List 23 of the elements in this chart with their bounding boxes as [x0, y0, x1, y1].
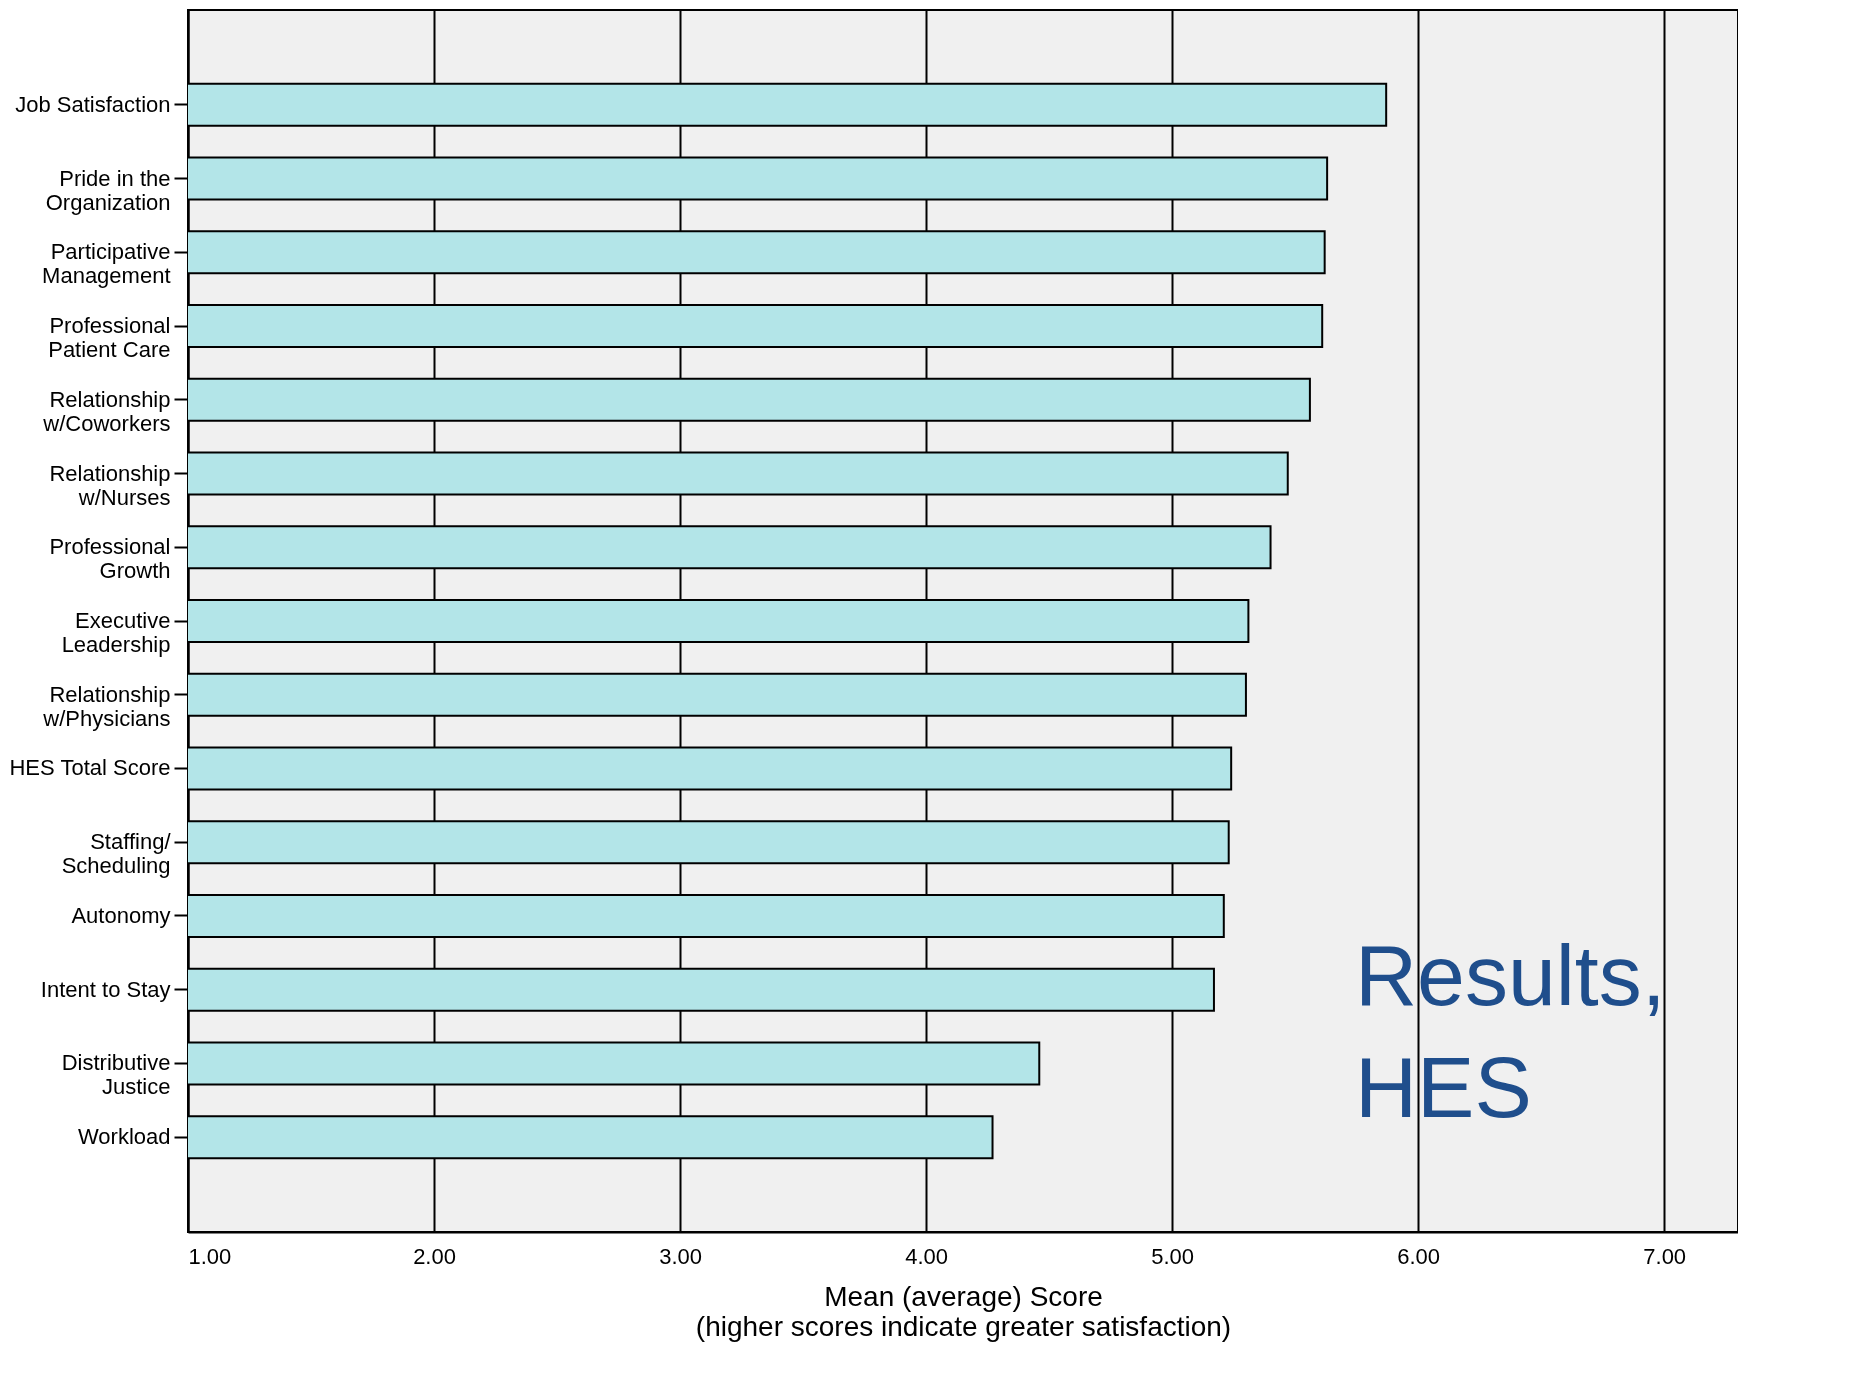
- x-tick-label: 3.00: [659, 1243, 702, 1269]
- x-tick-label: 6.00: [1397, 1243, 1441, 1269]
- y-tick-label: Professional Growth: [49, 534, 171, 584]
- y-tick-label: Workload: [77, 1124, 171, 1150]
- x-axis-title: Mean (average) Score (higher scores indicate greater satisfaction): [695, 1280, 1232, 1342]
- y-tick-label: Intent to Stay: [40, 976, 171, 1002]
- x-tick-label: 4.00: [905, 1243, 949, 1269]
- y-tick-label: Participative Management: [42, 239, 171, 289]
- y-tick-label: Relationship w/Coworkers: [42, 386, 171, 436]
- y-tick-label: Staffing/ Scheduling: [61, 829, 172, 879]
- x-tick-label: 7.00: [1643, 1243, 1687, 1269]
- x-tick-label: 5.00: [1151, 1243, 1195, 1269]
- y-tick-label: Pride in the Organization: [45, 165, 171, 215]
- y-tick-label: Autonomy: [71, 902, 171, 928]
- y-tick-label: Job Satisfaction: [15, 91, 171, 117]
- y-tick-label: Relationship w/Nurses: [49, 460, 171, 510]
- y-tick-label: Executive Leadership: [61, 608, 171, 657]
- x-tick-label: 2.00: [413, 1243, 456, 1269]
- y-tick-label: Distributive Justice: [61, 1050, 171, 1100]
- y-tick-label: Professional Patient Care: [48, 313, 171, 363]
- y-tick-label: HES Total Score: [9, 755, 171, 781]
- y-tick-label: Relationship w/Physicians: [42, 681, 171, 731]
- x-tick-label: 1.00: [188, 1243, 232, 1269]
